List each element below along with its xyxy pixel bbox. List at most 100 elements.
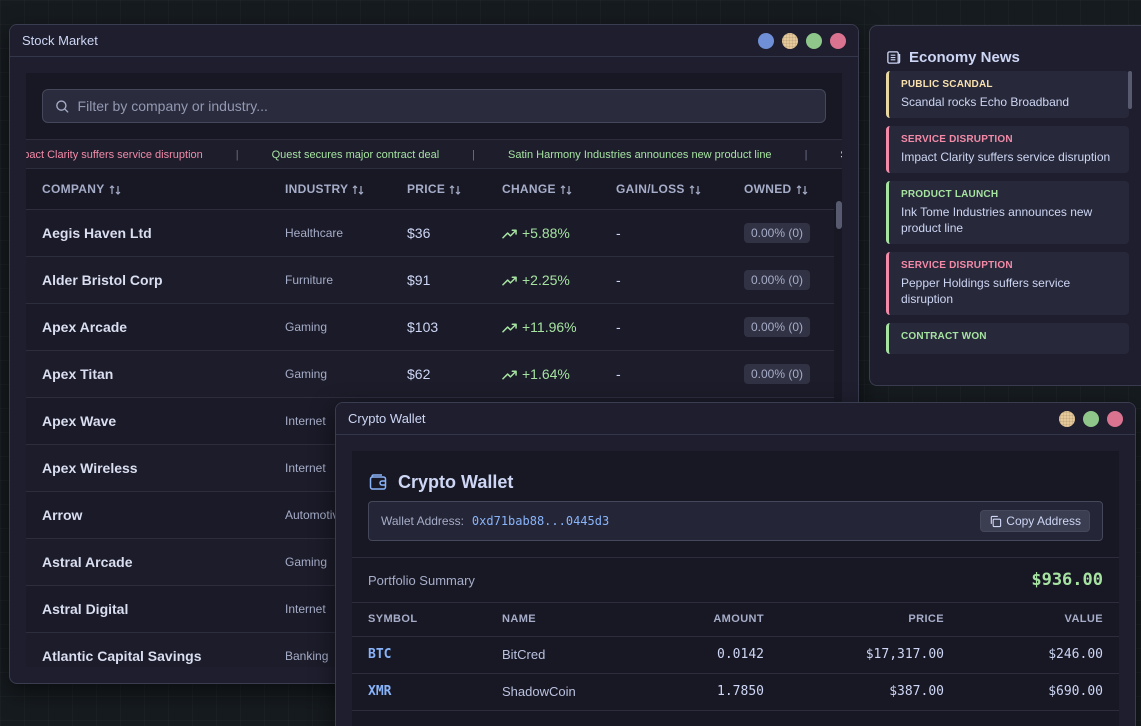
column-header-price[interactable]: PRICE	[391, 169, 486, 210]
ticker-separator: |	[235, 149, 239, 161]
trending-up-icon	[502, 370, 517, 379]
news-ticker: Impact Clarity suffers service disruptio…	[26, 139, 842, 169]
price: $36	[391, 209, 486, 257]
crypto-symbol: BTC	[352, 636, 486, 674]
crypto-value: $690.00	[960, 673, 1119, 711]
column-header-company[interactable]: COMPANY	[26, 169, 269, 210]
news-header: Economy News	[870, 26, 1141, 72]
news-card[interactable]: PRODUCT LAUNCH Ink Tome Industries announ…	[886, 181, 1129, 244]
change-value: +11.96%	[522, 318, 577, 335]
owned-badge: 0.00% (0)	[744, 316, 811, 337]
trending-up-icon	[502, 229, 517, 238]
column-label: GAIN/LOSS	[616, 181, 685, 196]
portfolio-total-value: $936.00	[1031, 570, 1103, 590]
industry: Furniture	[269, 256, 391, 304]
crypto-price: $17,317.00	[780, 636, 960, 674]
window-close-button[interactable]	[1107, 411, 1123, 427]
crypto-value: $246.00	[960, 636, 1119, 674]
wallet-address-value[interactable]: 0xd71bab88...0445d3	[471, 514, 610, 528]
price: $103	[391, 303, 486, 351]
owned-cell: 0.00% (0)	[728, 256, 834, 304]
stock-window-titlebar[interactable]: Stock Market	[10, 25, 858, 57]
crypto-price: $387.00	[780, 673, 960, 711]
column-header-gain-loss[interactable]: GAIN/LOSS	[600, 169, 728, 210]
window-minimize-button[interactable]	[782, 33, 798, 49]
change-cell: +2.25%	[486, 256, 600, 304]
stock-row[interactable]: Apex Arcade Gaming $103 +11.96% -0.00% (0)	[26, 303, 834, 351]
news-card[interactable]: PUBLIC SCANDAL Scandal rocks Echo Broadba…	[886, 71, 1129, 118]
industry: Healthcare	[269, 209, 391, 257]
change-value: +5.88%	[522, 224, 570, 241]
ticker-item[interactable]: Impact Clarity suffers service disruptio…	[26, 149, 203, 161]
crypto-row[interactable]: XMR ShadowCoin 1.7850 $387.00 $690.00	[352, 673, 1119, 711]
gain-loss: -	[600, 350, 728, 398]
ticker-item[interactable]: Quest secures major contract deal	[271, 149, 440, 161]
change-cell: +1.64%	[486, 350, 600, 398]
gain-loss: -	[600, 256, 728, 304]
sort-icon	[109, 184, 120, 195]
column-header-industry[interactable]: INDUSTRY	[269, 169, 391, 210]
crypto-window-titlebar[interactable]: Crypto Wallet	[336, 403, 1135, 435]
crypto-body: Crypto Wallet Wallet Address: 0xd71bab88…	[352, 451, 1119, 726]
crypto-amount: 1.7850	[616, 673, 780, 711]
news-headline: Pepper Holdings suffers service disrupti…	[901, 276, 1071, 306]
stock-table-scrollbar[interactable]	[836, 201, 842, 229]
crypto-wallet-window: Crypto Wallet Crypto Wallet Wallet Addre…	[335, 402, 1136, 726]
window-maximize-button[interactable]	[1083, 411, 1099, 427]
ticker-item[interactable]: Scandal rocks Shine Tech	[807, 140, 842, 168]
window-maximize-button[interactable]	[806, 33, 822, 49]
search-box[interactable]	[42, 89, 826, 123]
news-category: CONTRACT WON	[901, 331, 987, 342]
column-header-name: NAME	[486, 603, 616, 637]
search-input[interactable]	[77, 98, 813, 114]
column-header-owned[interactable]: OWNED	[728, 169, 834, 210]
news-card[interactable]: CONTRACT WON	[886, 323, 1129, 354]
search-icon	[56, 99, 69, 113]
news-title: Economy News	[909, 48, 1020, 66]
stock-table-header: COMPANY INDUSTRY PRICE CHANGE GAIN/LOSS …	[26, 169, 834, 210]
company-name: Arrow	[26, 491, 269, 539]
copy-icon	[991, 515, 1002, 527]
wallet-address-box: Wallet Address: 0xd71bab88...0445d3 Copy…	[368, 501, 1103, 541]
copy-address-button[interactable]: Copy Address	[980, 510, 1090, 532]
window-minimize-button[interactable]	[1059, 411, 1075, 427]
column-header-amount: AMOUNT	[616, 603, 780, 637]
ticker-item[interactable]: Satin Harmony Industries announces new p…	[508, 149, 772, 161]
crypto-amount: 0.0142	[616, 636, 780, 674]
crypto-row[interactable]: BTC BitCred 0.0142 $17,317.00 $246.00	[352, 636, 1119, 674]
gain-loss: -	[600, 209, 728, 257]
column-label: OWNED	[744, 181, 792, 196]
news-list: PUBLIC SCANDAL Scandal rocks Echo Broadba…	[886, 71, 1129, 371]
stock-row[interactable]: Apex Titan Gaming $62 +1.64% -0.00% (0)	[26, 350, 834, 398]
stock-row[interactable]: Alder Bristol Corp Furniture $91 +2.25% -0.0…	[26, 256, 834, 304]
portfolio-summary-label: Portfolio Summary	[368, 572, 475, 588]
window-controls	[1059, 411, 1123, 427]
company-name: Aegis Haven Ltd	[26, 209, 269, 257]
crypto-symbol: XMR	[352, 673, 486, 711]
trending-up-icon	[502, 323, 517, 332]
portfolio-summary: Portfolio Summary $936.00	[352, 557, 1119, 603]
crypto-holdings-table: SYMBOL NAME AMOUNT PRICE VALUE BTC BitCre…	[352, 603, 1119, 711]
news-headline: Scandal rocks Echo Broadband	[901, 95, 1070, 109]
news-scrollbar[interactable]	[1128, 71, 1132, 109]
column-header-price: PRICE	[780, 603, 960, 637]
news-card[interactable]: SERVICE DISRUPTION Impact Clarity suffers…	[886, 126, 1129, 173]
crypto-window-title: Crypto Wallet	[348, 411, 426, 426]
news-card[interactable]: SERVICE DISRUPTION Pepper Holdings suffer…	[886, 252, 1129, 315]
change-cell: +5.88%	[486, 209, 600, 257]
window-info-button[interactable]	[758, 33, 774, 49]
company-name: Alder Bristol Corp	[26, 256, 269, 304]
ticker-separator: |	[472, 149, 476, 161]
change-cell: +11.96%	[486, 303, 600, 351]
sort-icon	[352, 184, 364, 195]
price: $91	[391, 256, 486, 304]
stock-row[interactable]: Aegis Haven Ltd Healthcare $36 +5.88% -0.00%…	[26, 209, 834, 257]
change-value: +1.64%	[522, 365, 570, 382]
crypto-table-header: SYMBOL NAME AMOUNT PRICE VALUE	[352, 603, 1119, 637]
sort-icon	[560, 184, 572, 195]
copy-address-label: Copy Address	[1006, 514, 1081, 528]
owned-cell: 0.00% (0)	[728, 209, 834, 257]
window-close-button[interactable]	[830, 33, 846, 49]
column-header-change[interactable]: CHANGE	[486, 169, 600, 210]
industry: Gaming	[269, 303, 391, 351]
